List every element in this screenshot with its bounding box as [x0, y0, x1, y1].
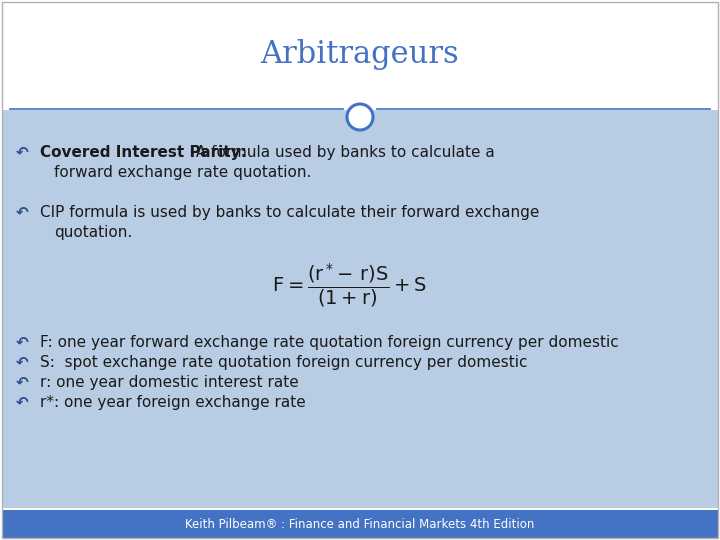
Text: S:  spot exchange rate quotation foreign currency per domestic: S: spot exchange rate quotation foreign … [40, 354, 528, 369]
Text: r: one year domestic interest rate: r: one year domestic interest rate [40, 375, 299, 389]
Text: ↶: ↶ [16, 334, 28, 349]
Text: ↶: ↶ [16, 205, 28, 219]
Text: A formula used by banks to calculate a: A formula used by banks to calculate a [192, 145, 495, 159]
Text: Keith Pilbeam® : Finance and Financial Markets 4th Edition: Keith Pilbeam® : Finance and Financial M… [185, 517, 535, 530]
Text: $\mathsf{F = \dfrac{(r^*\!-\,r)S}{(1+r)} + S}$: $\mathsf{F = \dfrac{(r^*\!-\,r)S}{(1+r)}… [272, 261, 428, 309]
Text: Covered Interest Parity:: Covered Interest Parity: [40, 145, 247, 159]
FancyBboxPatch shape [2, 2, 718, 110]
Text: ↶: ↶ [16, 395, 28, 409]
Text: CIP formula is used by banks to calculate their forward exchange: CIP formula is used by banks to calculat… [40, 205, 539, 219]
Text: r*: one year foreign exchange rate: r*: one year foreign exchange rate [40, 395, 306, 409]
Text: ↶: ↶ [16, 354, 28, 369]
Text: quotation.: quotation. [54, 225, 132, 240]
Text: Arbitrageurs: Arbitrageurs [261, 38, 459, 70]
Text: ↶: ↶ [16, 145, 28, 159]
FancyBboxPatch shape [2, 510, 718, 538]
Text: forward exchange rate quotation.: forward exchange rate quotation. [54, 165, 311, 179]
Text: ↶: ↶ [16, 375, 28, 389]
Circle shape [347, 104, 373, 130]
FancyBboxPatch shape [2, 110, 718, 508]
Text: F: one year forward exchange rate quotation foreign currency per domestic: F: one year forward exchange rate quotat… [40, 334, 618, 349]
